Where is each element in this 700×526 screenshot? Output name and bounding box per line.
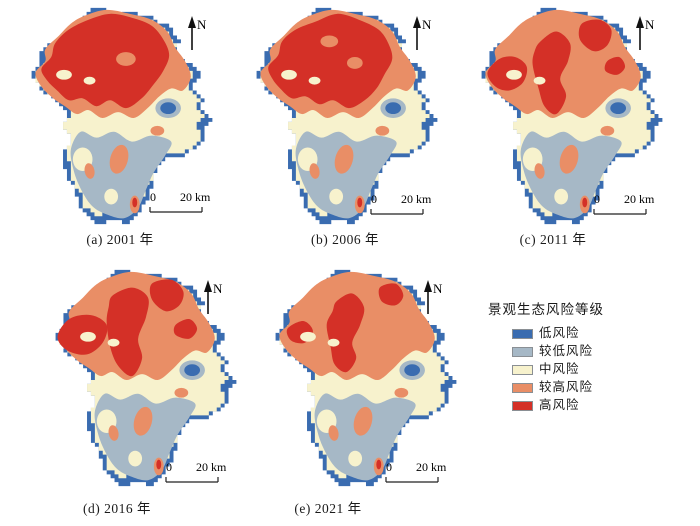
- legend: 景观生态风险等级 低风险较低风险中风险较高风险高风险: [480, 298, 680, 411]
- north-arrow-icon: N: [636, 16, 655, 50]
- scale-bar: 0 20 km: [385, 460, 447, 483]
- caption-2001: (a) 2001 年: [86, 232, 154, 247]
- legend-swatch: [512, 346, 533, 357]
- scale-end-label: 20 km: [180, 190, 211, 204]
- legend-item: 低风险: [512, 326, 680, 340]
- caption-2016: (d) 2016 年: [83, 501, 151, 516]
- legend-item-label: 较高风险: [539, 380, 594, 394]
- legend-item: 中风险: [512, 362, 680, 376]
- risk-map-2016: [55, 269, 237, 487]
- legend-item-label: 高风险: [539, 398, 580, 412]
- scale-start-label: 0: [386, 460, 392, 474]
- risk-map-2001: [31, 7, 213, 225]
- legend-item: 较低风险: [512, 344, 680, 358]
- scale-bar: 0 20 km: [593, 192, 655, 215]
- north-arrow-icon: N: [188, 16, 207, 50]
- legend-swatch: [512, 364, 533, 375]
- legend-item: 较高风险: [512, 380, 680, 394]
- north-label: N: [645, 17, 655, 32]
- north-arrow-icon: N: [204, 280, 223, 314]
- north-arrow-icon: N: [413, 16, 432, 50]
- legend-item: 高风险: [512, 398, 680, 412]
- scale-start-label: 0: [371, 192, 377, 206]
- north-label: N: [213, 281, 223, 296]
- caption-2006: (b) 2006 年: [311, 232, 379, 247]
- scale-start-label: 0: [594, 192, 600, 206]
- legend-item-label: 低风险: [539, 326, 580, 340]
- legend-swatch: [512, 400, 533, 411]
- legend-swatch: [512, 382, 533, 393]
- scale-end-label: 20 km: [196, 460, 227, 474]
- scale-end-label: 20 km: [624, 192, 655, 206]
- north-arrow-icon: N: [424, 280, 443, 314]
- scale-end-label: 20 km: [416, 460, 447, 474]
- legend-item-label: 较低风险: [539, 344, 594, 358]
- legend-item-label: 中风险: [539, 362, 580, 376]
- scale-bar: 0 20 km: [370, 192, 432, 215]
- north-label: N: [422, 17, 432, 32]
- legend-swatch: [512, 328, 533, 339]
- north-label: N: [433, 281, 443, 296]
- caption-2011: (c) 2011 年: [519, 232, 587, 247]
- risk-map-2011: [481, 7, 663, 225]
- legend-rows: 低风险较低风险中风险较高风险高风险: [480, 326, 680, 412]
- risk-map-2021: [275, 269, 457, 487]
- scale-end-label: 20 km: [401, 192, 432, 206]
- scale-start-label: 0: [166, 460, 172, 474]
- scale-start-label: 0: [150, 190, 156, 204]
- risk-map-2006: [256, 7, 438, 225]
- scale-bar: 0 20 km: [149, 190, 211, 213]
- scale-bar: 0 20 km: [165, 460, 227, 483]
- legend-title: 景观生态风险等级: [488, 302, 604, 317]
- north-label: N: [197, 17, 207, 32]
- caption-2021: (e) 2021 年: [294, 501, 362, 516]
